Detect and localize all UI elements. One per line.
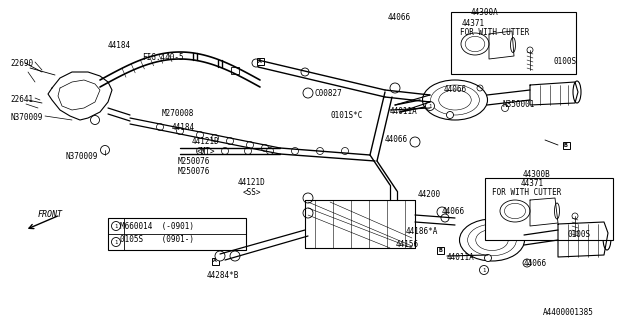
Bar (485, 178, 613, 240)
Circle shape (441, 214, 449, 222)
Text: N370009: N370009 (65, 152, 97, 161)
Circle shape (111, 237, 120, 246)
Circle shape (484, 254, 492, 261)
Text: N370009: N370009 (10, 113, 42, 122)
Circle shape (211, 134, 218, 141)
Circle shape (523, 259, 531, 267)
Text: 22690: 22690 (10, 59, 33, 68)
Text: 44184: 44184 (108, 41, 131, 50)
Text: M270008: M270008 (162, 109, 195, 118)
Text: 44066: 44066 (524, 259, 547, 268)
Text: C00827: C00827 (314, 89, 342, 98)
Circle shape (177, 127, 184, 134)
Text: 44066: 44066 (388, 13, 411, 22)
Circle shape (447, 111, 454, 118)
Text: 44371: 44371 (462, 19, 485, 28)
Text: 22641: 22641 (10, 95, 33, 104)
Circle shape (291, 148, 298, 155)
Circle shape (215, 251, 225, 261)
Circle shape (426, 101, 435, 110)
Circle shape (100, 146, 109, 155)
Text: B: B (438, 247, 442, 252)
Circle shape (303, 193, 313, 203)
Text: 44300A: 44300A (471, 8, 499, 17)
Circle shape (527, 47, 533, 53)
Text: 44011A: 44011A (447, 253, 475, 262)
Bar (231, 67, 239, 74)
Circle shape (317, 148, 323, 155)
Text: <SS>: <SS> (243, 188, 262, 197)
Circle shape (502, 105, 509, 111)
Text: FOR WITH CUTTER: FOR WITH CUTTER (460, 28, 529, 37)
Text: 44011A: 44011A (390, 107, 418, 116)
Circle shape (221, 148, 228, 155)
Text: N350001: N350001 (502, 100, 534, 109)
Text: M250076: M250076 (178, 167, 211, 176)
Circle shape (390, 83, 400, 93)
Text: 44066: 44066 (385, 135, 408, 144)
Text: 0100S: 0100S (568, 230, 591, 239)
Text: B: B (564, 142, 568, 148)
Text: 44186*A: 44186*A (406, 227, 438, 236)
Circle shape (410, 137, 420, 147)
Text: 44284*B: 44284*B (207, 271, 239, 280)
Text: 44184: 44184 (172, 123, 195, 132)
Text: 44371: 44371 (521, 179, 544, 188)
Text: 44200: 44200 (418, 190, 441, 199)
Text: 1: 1 (115, 223, 118, 228)
Circle shape (266, 148, 273, 155)
Text: FIG.440-5: FIG.440-5 (142, 53, 184, 62)
Text: 0105S    (0901-): 0105S (0901-) (120, 235, 194, 244)
Bar (257, 58, 264, 65)
Text: 44121D: 44121D (238, 178, 266, 187)
Text: 44156: 44156 (396, 240, 419, 249)
Circle shape (196, 132, 204, 139)
Text: 44066: 44066 (444, 85, 467, 94)
Text: A4400001385: A4400001385 (543, 308, 594, 317)
Text: 0101S*C: 0101S*C (330, 111, 362, 120)
Circle shape (246, 141, 253, 148)
Bar (211, 258, 218, 265)
Circle shape (479, 266, 488, 275)
Text: A: A (213, 259, 217, 263)
Bar (108, 218, 246, 250)
Circle shape (244, 148, 252, 155)
Circle shape (262, 145, 269, 151)
Circle shape (111, 221, 120, 230)
Circle shape (252, 59, 260, 67)
Circle shape (157, 124, 163, 131)
Circle shape (90, 116, 99, 124)
Bar (563, 141, 570, 148)
Text: M250076: M250076 (178, 157, 211, 166)
Circle shape (342, 148, 349, 155)
Text: A: A (258, 59, 262, 63)
Text: <MT>: <MT> (197, 147, 216, 156)
Circle shape (437, 207, 447, 217)
Text: 1: 1 (483, 268, 486, 273)
Circle shape (301, 68, 309, 76)
Circle shape (572, 213, 578, 219)
Text: 44121D: 44121D (192, 137, 220, 146)
Text: M660014  (-0901): M660014 (-0901) (120, 222, 194, 231)
Text: FOR WITH CUTTER: FOR WITH CUTTER (492, 188, 561, 197)
Text: 0100S: 0100S (553, 57, 576, 66)
Text: 44066: 44066 (442, 207, 465, 216)
Text: 1: 1 (115, 239, 118, 244)
Bar (436, 246, 444, 253)
Circle shape (230, 251, 240, 261)
Text: 44300B: 44300B (523, 170, 551, 179)
Circle shape (303, 88, 313, 98)
Circle shape (196, 148, 204, 155)
Text: 1: 1 (428, 103, 431, 108)
Text: FRONT: FRONT (38, 210, 63, 219)
Circle shape (303, 208, 313, 218)
Bar (451, 12, 576, 74)
Circle shape (227, 138, 234, 145)
